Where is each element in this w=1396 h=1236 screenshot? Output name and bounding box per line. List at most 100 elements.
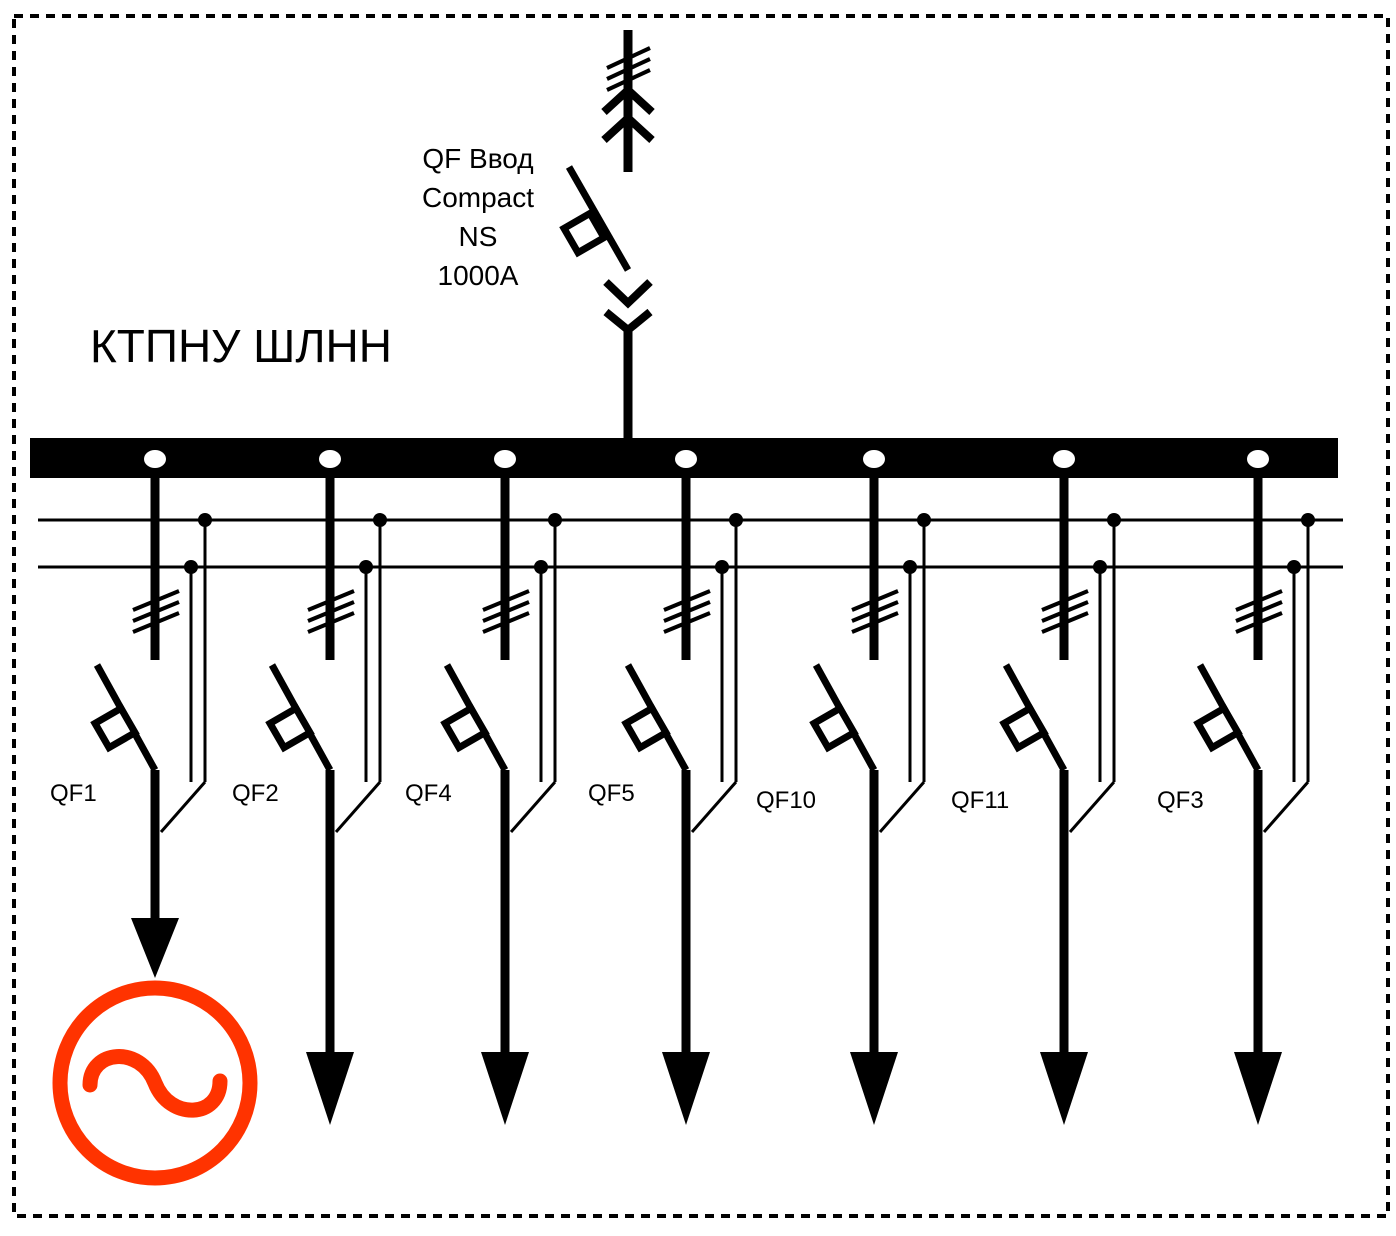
junction-dot-icon [198,513,212,527]
busbar-connection-icon [144,450,166,468]
feeder-qf1: QF1 [50,450,212,978]
phase-tick [851,589,899,612]
ac-generator-icon [52,980,258,1186]
junction-dot-icon [729,513,743,527]
phase-tick [307,589,355,612]
sine-wave-icon [82,1049,228,1118]
outgoing-arrow-icon [1234,1052,1282,1125]
phase-tick [1041,611,1089,634]
three-phase-marker-icon [482,589,530,634]
outgoing-arrow-icon [306,1052,354,1125]
circuit-breaker-icon [265,663,334,772]
junction-dot-icon [1093,560,1107,574]
breaker-trip-unit [1193,703,1243,753]
busbar-connection-icon [319,450,341,468]
withdrawable-contact-icon [603,279,653,309]
feeder-qf5: QF5 [588,450,743,1125]
phase-tick [1235,611,1283,634]
busbar-connection-icon [1053,450,1075,468]
three-phase-marker-icon [663,589,711,634]
feeder-label: QF4 [405,780,452,807]
aux-wire-diagonal [159,781,207,833]
feeder-label: QF11 [951,787,1009,814]
phase-tick [482,600,530,623]
feeder-qf11: QF11 [951,450,1121,1125]
junction-dot-icon [373,513,387,527]
feeder-label: QF1 [50,780,97,807]
circuit-breaker-icon [999,663,1068,772]
arrow-down-icon [131,918,179,978]
phase-tick [663,600,711,623]
circuit-breaker-icon [809,663,878,772]
aux-wire-diagonal [334,781,382,833]
phase-tick [1235,600,1283,623]
incomer-label-line-1: QF Ввод [422,143,533,174]
phase-tick [132,600,180,623]
feeders: QF1 QF2 QF4 QF5 QF10 QF11 QF3 [50,450,1315,1125]
feeder-label: QF10 [756,787,816,814]
phase-tick [1041,600,1089,623]
outgoing-arrow-icon [850,1052,898,1125]
circuit-breaker-icon [1193,663,1262,772]
incomer-label-line-2: Compact [422,182,534,213]
outgoing-arrow-icon [662,1052,710,1125]
withdrawable-socket-icon [603,308,653,336]
aux-wire-diagonal [878,781,926,833]
breaker-trip-unit [265,703,315,753]
plug-connector-icon [601,84,655,115]
generator-circle [52,980,258,1186]
outgoing-arrow-icon [1040,1052,1088,1125]
breaker-trip-unit [621,703,671,753]
junction-dot-icon [917,513,931,527]
outgoing-arrow-icon [481,1052,529,1125]
busbar-connection-icon [675,450,697,468]
breaker-trip-unit [999,703,1049,753]
incomer-label: QF Ввод Compact NS 1000A [422,143,534,291]
phase-tick [1041,589,1089,612]
three-phase-marker-icon [606,46,651,92]
three-phase-marker-icon [1235,589,1283,634]
incomer-breaker-icon [559,165,632,272]
aux-wire-diagonal [1262,781,1310,833]
phase-tick [132,589,180,612]
feeder-qf4: QF4 [405,450,562,1125]
phase-tick [307,600,355,623]
three-phase-marker-icon [1041,589,1089,634]
incomer-circuit [559,30,655,440]
phase-tick [851,600,899,623]
feeder-label: QF5 [588,780,635,807]
phase-tick [851,611,899,634]
three-phase-marker-icon [132,589,180,634]
aux-wire-diagonal [509,781,557,833]
breaker-trip-unit [809,703,859,753]
phase-tick [307,611,355,634]
busbar-connection-icon [494,450,516,468]
aux-wire-diagonal [690,781,738,833]
junction-dot-icon [715,560,729,574]
junction-dot-icon [903,560,917,574]
feeder-label: QF2 [232,780,279,807]
junction-dot-icon [184,560,198,574]
socket-connector-icon [601,112,655,143]
phase-tick [482,589,530,612]
incomer-label-line-4: 1000A [438,260,519,291]
phase-tick [482,611,530,634]
feeder-qf10: QF10 [756,450,931,1125]
junction-dot-icon [359,560,373,574]
busbar-connection-icon [1247,450,1269,468]
three-phase-marker-icon [851,589,899,634]
panel-title: КТПНУ ШЛНН [90,320,392,372]
junction-dot-icon [534,560,548,574]
circuit-breaker-icon [440,663,509,772]
aux-wire-diagonal [1068,781,1116,833]
incomer-label-line-3: NS [459,221,498,252]
feeder-qf2: QF2 [232,450,387,1125]
junction-dot-icon [1107,513,1121,527]
feeder-label: QF3 [1157,787,1204,814]
phase-tick [663,589,711,612]
three-phase-marker-icon [307,589,355,634]
junction-dot-icon [1301,513,1315,527]
breaker-trip-unit [440,703,490,753]
phase-tick [132,611,180,634]
